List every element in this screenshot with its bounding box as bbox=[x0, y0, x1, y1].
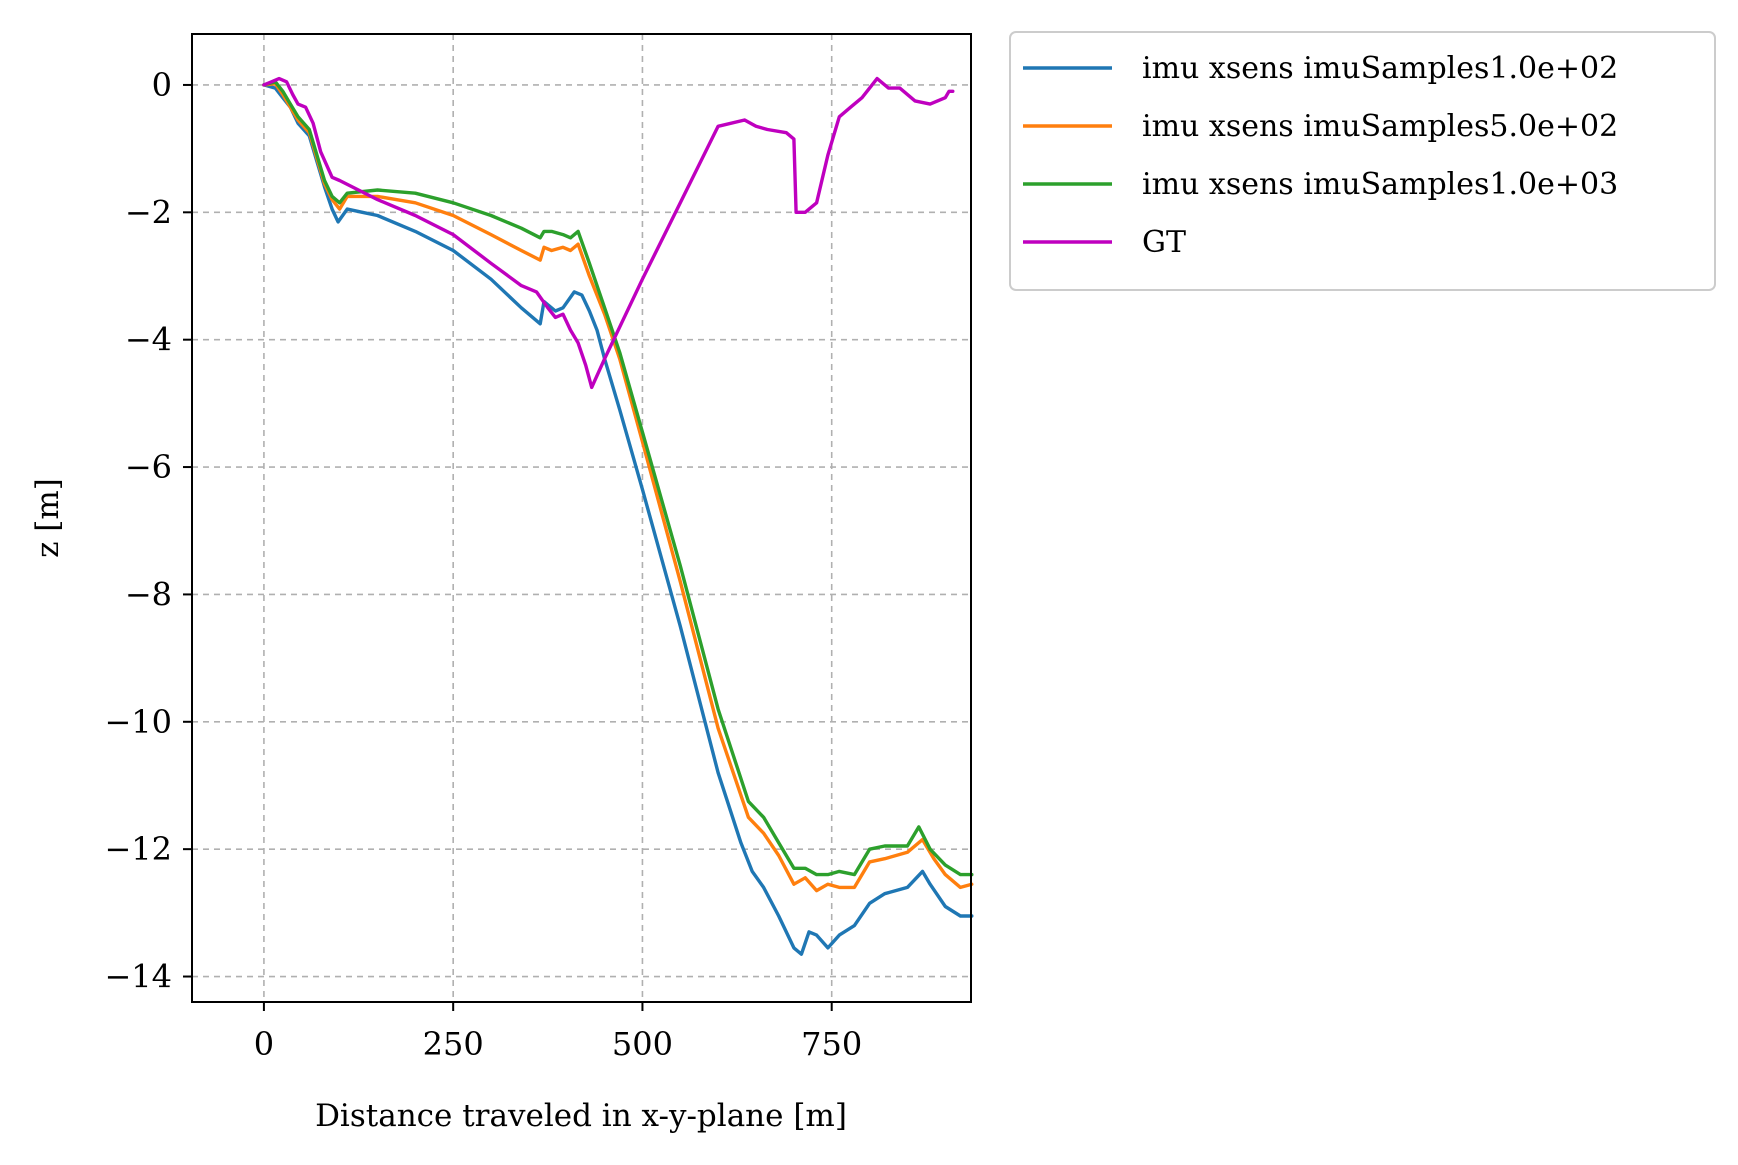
x-tick-label: 250 bbox=[423, 1025, 484, 1063]
y-axis-label: z [m] bbox=[30, 478, 66, 558]
y-tick-label: −8 bbox=[125, 575, 172, 613]
legend-label-3: imu xsens imuSamples1.0e+03 bbox=[1142, 167, 1618, 202]
plot-frame bbox=[191, 33, 972, 1003]
series-group bbox=[262, 76, 974, 956]
legend: imu xsens imuSamples1.0e+02 imu xsens imu… bbox=[1009, 31, 1716, 291]
x-tick-label: 0 bbox=[254, 1025, 274, 1063]
series-line-1 bbox=[262, 83, 974, 956]
ticks: 0 250 500 750 0 −2 −4 −6 −8 −10 −12 −14 bbox=[104, 66, 862, 1063]
y-tick-label: −10 bbox=[104, 703, 172, 741]
series-line-4 bbox=[262, 76, 955, 390]
x-axis-label: Distance traveled in x-y-plane [m] bbox=[315, 1098, 847, 1134]
y-tick-label: −12 bbox=[104, 830, 172, 868]
y-tick-label: −4 bbox=[125, 321, 172, 359]
legend-frame bbox=[1009, 31, 1716, 291]
y-tick-label: −14 bbox=[104, 958, 172, 996]
series-line-3 bbox=[262, 80, 974, 877]
grid bbox=[192, 34, 971, 1002]
y-tick-label: −6 bbox=[125, 448, 172, 486]
legend-label-2: imu xsens imuSamples5.0e+02 bbox=[1142, 109, 1618, 144]
legend-label-4: GT bbox=[1142, 225, 1186, 260]
x-tick-label: 500 bbox=[612, 1025, 673, 1063]
x-tick-label: 750 bbox=[801, 1025, 862, 1063]
legend-label-1: imu xsens imuSamples1.0e+02 bbox=[1142, 51, 1618, 86]
y-tick-label: 0 bbox=[152, 66, 172, 104]
y-tick-label: −2 bbox=[125, 193, 172, 231]
